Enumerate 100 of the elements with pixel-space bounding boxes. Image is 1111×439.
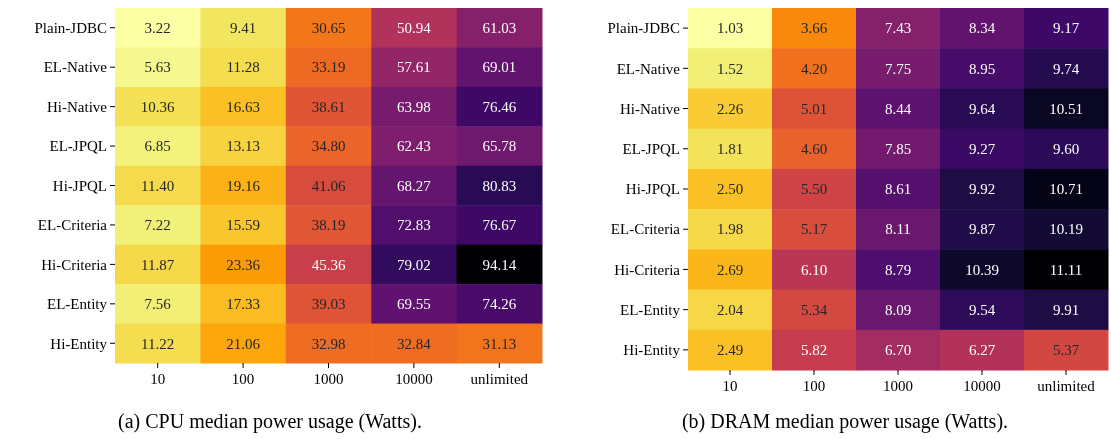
data-label: 9.91 xyxy=(1052,301,1080,318)
data-label: 9.64 xyxy=(968,100,996,117)
data-label: 68.27 xyxy=(397,177,432,194)
data-label: 74.26 xyxy=(482,296,517,313)
data-label: 7.22 xyxy=(144,217,171,234)
data-label: 94.14 xyxy=(482,256,517,273)
data-label: 9.17 xyxy=(1052,20,1080,37)
data-label: 33.19 xyxy=(311,59,346,76)
data-label: 30.65 xyxy=(311,19,346,36)
data-label: 9.54 xyxy=(968,301,996,318)
y-tick-label: EL-Entity xyxy=(620,301,681,318)
y-tick-label: EL-JPQL xyxy=(622,141,680,158)
data-label: 79.02 xyxy=(397,256,431,273)
data-label: 1.03 xyxy=(716,20,744,37)
y-tick-label: EL-Native xyxy=(616,60,681,77)
data-label: 9.87 xyxy=(968,221,996,238)
data-label: 38.19 xyxy=(311,217,346,234)
data-label: 8.61 xyxy=(884,181,912,198)
data-label: 9.60 xyxy=(1052,141,1080,158)
data-label: 65.78 xyxy=(482,138,517,155)
x-tick-label: 1000 xyxy=(883,378,913,394)
data-label: 19.16 xyxy=(226,177,261,194)
data-label: 34.80 xyxy=(311,138,346,155)
data-label: 6.85 xyxy=(144,138,171,155)
text: (b) DRAM median power usage (Watts). xyxy=(681,410,1009,433)
data-label: 1.52 xyxy=(716,60,744,77)
data-label: 10.39 xyxy=(965,261,999,278)
data-label: 8.44 xyxy=(884,100,912,117)
data-label: 39.03 xyxy=(311,296,346,313)
data-label: 57.61 xyxy=(397,59,431,76)
data-label: 1.98 xyxy=(716,221,744,238)
x-tick-label: unlimited xyxy=(470,371,529,387)
data-label: 5.82 xyxy=(800,342,828,359)
y-tick-label: Hi-Criteria xyxy=(41,256,108,273)
data-label: 5.50 xyxy=(800,181,828,198)
data-label: 2.50 xyxy=(716,181,744,198)
data-label: 41.06 xyxy=(311,177,346,194)
data-label: 6.10 xyxy=(800,261,828,278)
data-label: 10.71 xyxy=(1049,181,1083,198)
data-label: 8.11 xyxy=(885,221,911,238)
x-tick-label: unlimited xyxy=(1037,378,1096,394)
data-label: 5.17 xyxy=(800,221,828,238)
data-label: 11.11 xyxy=(1049,261,1083,278)
data-label: 15.59 xyxy=(226,217,260,234)
data-label: 2.04 xyxy=(716,301,744,318)
data-label: 8.34 xyxy=(968,20,996,37)
data-label: 76.46 xyxy=(482,98,517,115)
data-label: 7.75 xyxy=(884,60,912,77)
x-tick-label: 100 xyxy=(231,371,255,387)
text: (a) CPU median power usage (Watts). xyxy=(118,410,422,433)
data-label: 31.13 xyxy=(482,335,517,352)
data-label: 5.01 xyxy=(800,100,828,117)
data-label: 11.22 xyxy=(141,335,175,352)
y-tick-label: EL-JPQL xyxy=(49,138,107,155)
x-tick-label: 10000 xyxy=(963,378,1001,394)
data-label: 61.03 xyxy=(482,19,517,36)
data-label: 5.34 xyxy=(800,301,828,318)
y-tick-label: Hi-Native xyxy=(47,98,108,115)
data-label: 4.20 xyxy=(800,60,828,77)
data-label: 38.61 xyxy=(311,98,346,115)
data-label: 5.63 xyxy=(144,59,171,76)
x-tick-label: 10 xyxy=(722,378,738,394)
data-label: 62.43 xyxy=(397,138,431,155)
data-label: 50.94 xyxy=(397,19,432,36)
data-label: 2.69 xyxy=(716,261,744,278)
data-label: 11.40 xyxy=(141,177,175,194)
data-label: 45.36 xyxy=(311,256,346,273)
data-label: 2.26 xyxy=(716,100,744,117)
y-tick-label: EL-Native xyxy=(43,59,108,76)
y-tick-label: Plain-JDBC xyxy=(607,20,680,37)
data-label: 17.33 xyxy=(226,296,260,313)
y-tick-label: Hi-JPQL xyxy=(52,177,107,194)
data-label: 1.81 xyxy=(716,141,744,158)
data-label: 7.85 xyxy=(884,141,912,158)
data-label: 2.49 xyxy=(716,342,744,359)
y-tick-label: EL-Criteria xyxy=(610,221,681,238)
y-tick-label: Hi-Native xyxy=(620,100,681,117)
x-tick-label: 10 xyxy=(150,371,166,387)
x-tick-label: 1000 xyxy=(313,371,344,387)
data-label: 9.27 xyxy=(968,141,996,158)
data-label: 5.37 xyxy=(1052,342,1080,359)
data-label: 11.87 xyxy=(141,256,175,273)
data-label: 7.56 xyxy=(144,296,172,313)
y-tick-label: Hi-JPQL xyxy=(625,181,680,198)
data-label: 3.22 xyxy=(144,19,171,36)
data-label: 9.92 xyxy=(968,181,996,198)
data-label: 10.36 xyxy=(140,98,176,115)
data-label: 6.27 xyxy=(968,342,996,359)
data-label: 21.06 xyxy=(226,335,261,352)
data-label: 32.84 xyxy=(397,335,432,352)
data-label: 72.83 xyxy=(397,217,431,234)
data-label: 10.51 xyxy=(1049,100,1083,117)
data-label: 13.13 xyxy=(226,138,260,155)
data-label: 69.55 xyxy=(397,296,431,313)
data-label: 76.67 xyxy=(482,217,517,234)
data-label: 7.43 xyxy=(884,20,912,37)
data-label: 9.74 xyxy=(1052,60,1080,77)
data-label: 63.98 xyxy=(397,98,431,115)
data-label: 6.70 xyxy=(884,342,912,359)
data-label: 8.79 xyxy=(884,261,912,278)
